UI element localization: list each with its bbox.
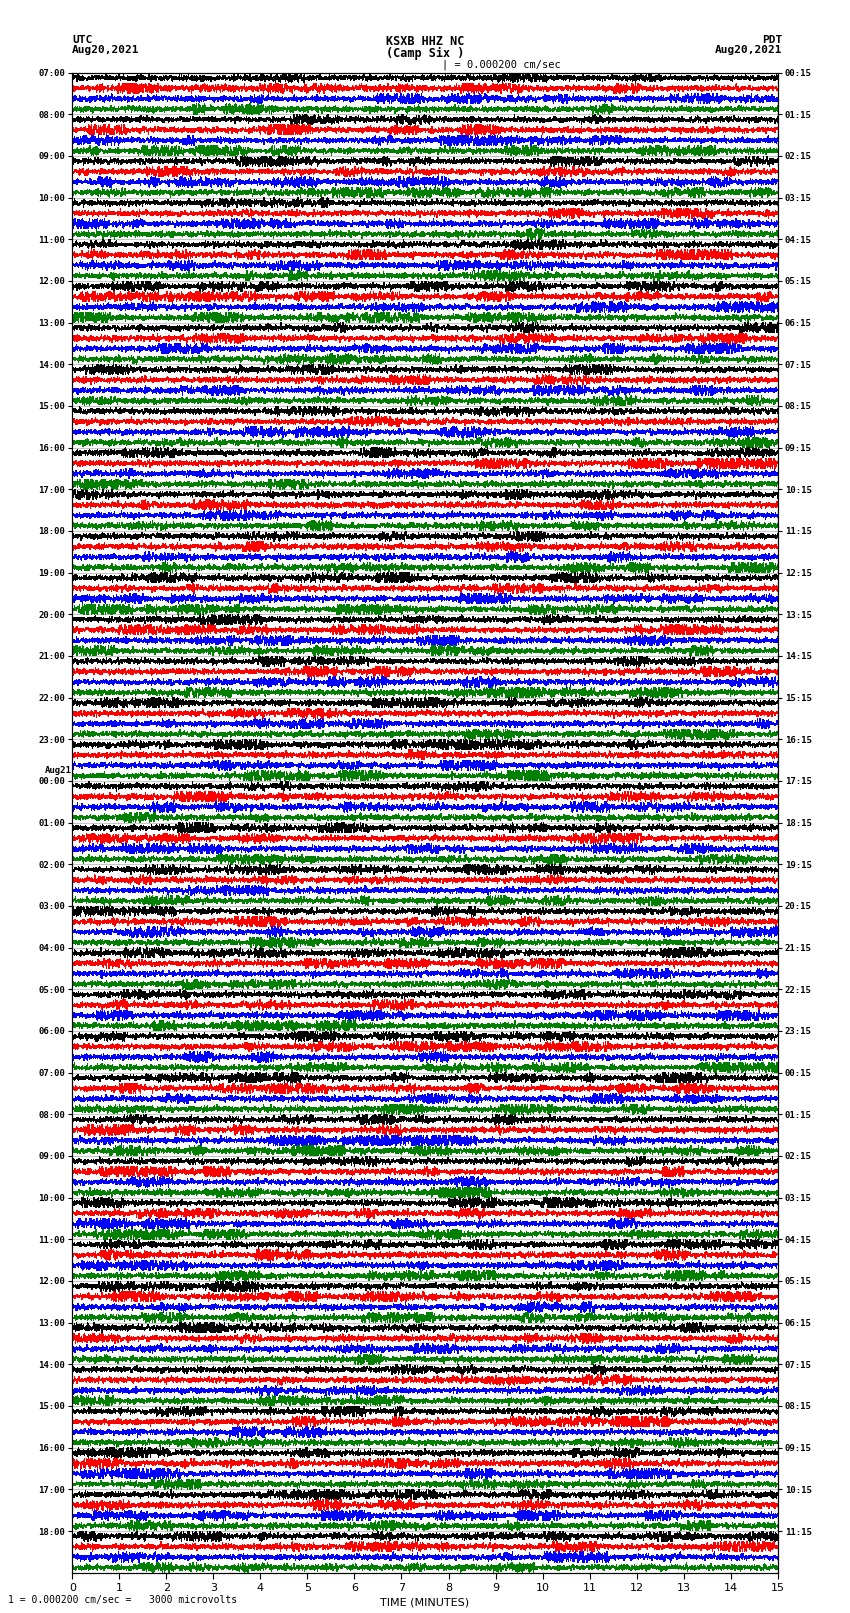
X-axis label: TIME (MINUTES): TIME (MINUTES) xyxy=(381,1597,469,1607)
Text: PDT: PDT xyxy=(762,35,782,45)
Text: UTC: UTC xyxy=(72,35,93,45)
Text: Aug20,2021: Aug20,2021 xyxy=(715,45,782,55)
Text: KSXB HHZ NC: KSXB HHZ NC xyxy=(386,35,464,48)
Text: 1 = 0.000200 cm/sec =   3000 microvolts: 1 = 0.000200 cm/sec = 3000 microvolts xyxy=(8,1595,238,1605)
Text: (Camp Six ): (Camp Six ) xyxy=(386,47,464,60)
Text: | = 0.000200 cm/sec: | = 0.000200 cm/sec xyxy=(442,60,561,71)
Text: Aug20,2021: Aug20,2021 xyxy=(72,45,139,55)
Text: Aug21: Aug21 xyxy=(45,766,71,774)
